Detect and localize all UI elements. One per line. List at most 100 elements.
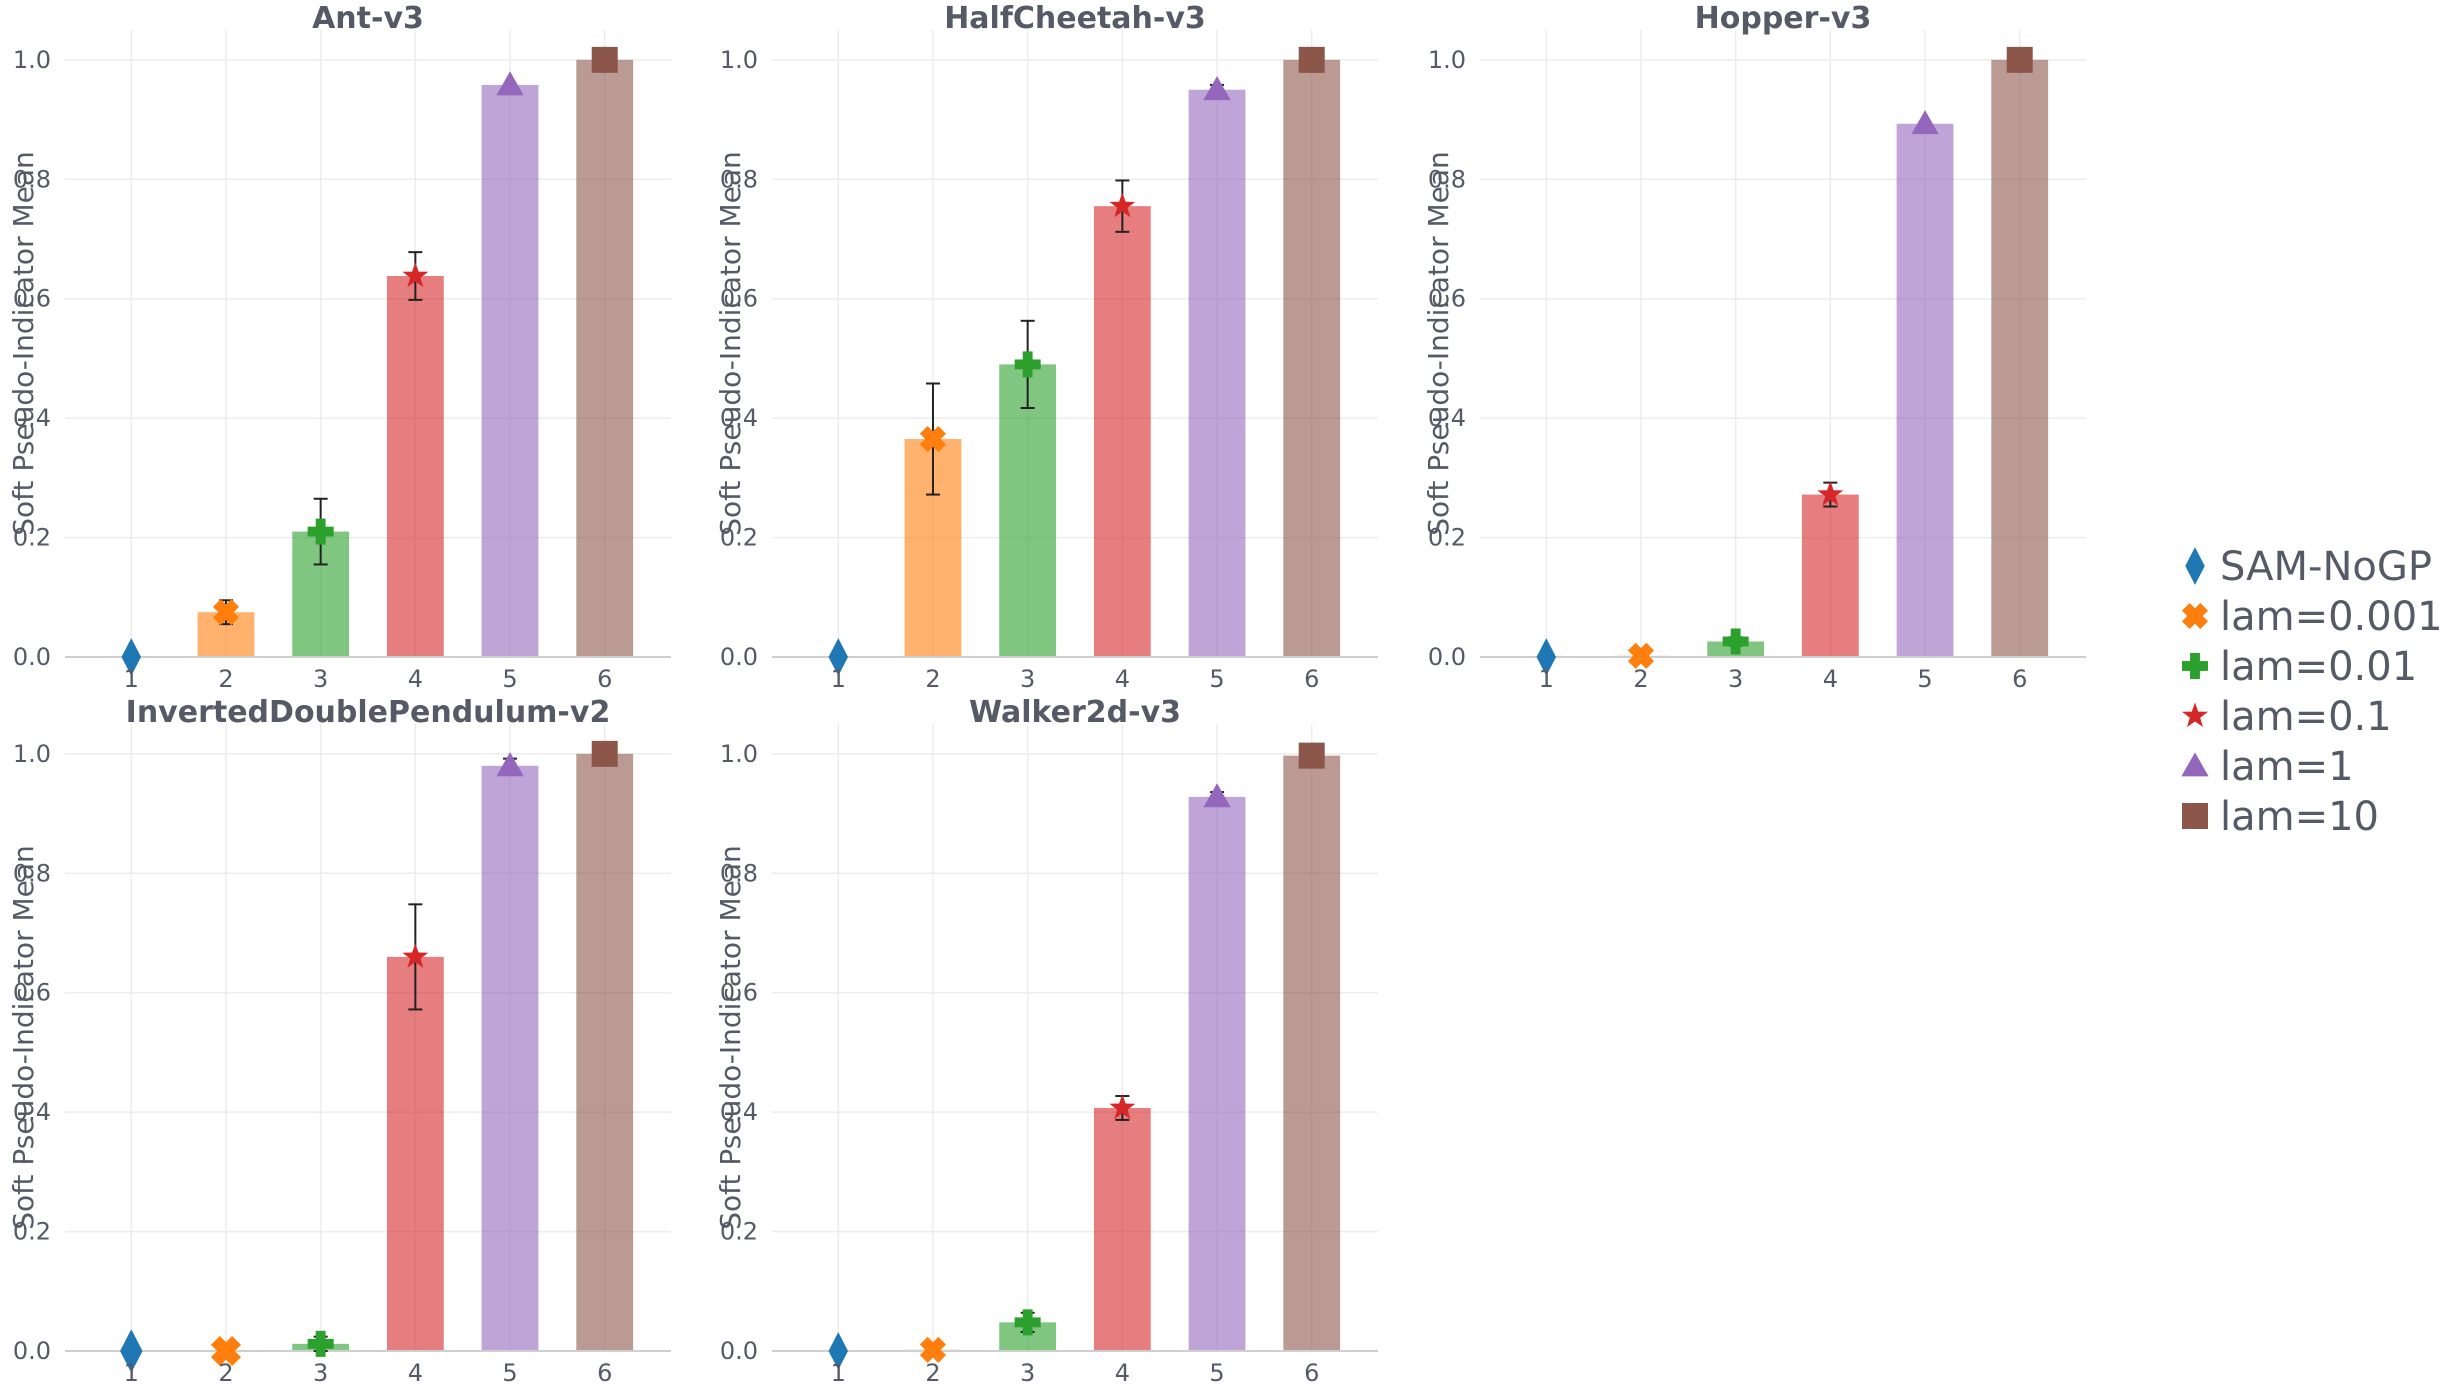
x-tick-label: 4: [1823, 665, 1838, 693]
y-tick-label: 0.6: [13, 285, 51, 313]
x-tick-label: 4: [408, 1359, 423, 1387]
marker-lam=0.1: [1109, 1094, 1136, 1119]
bar-lam=10: [1283, 59, 1341, 658]
marker-SAM-NoGP: [120, 1329, 143, 1373]
marker-lam=0.01: [307, 1330, 334, 1357]
y-axis-label: Soft Pseudo-Indicator Mean: [7, 151, 40, 536]
marker-lam=0.001: [1627, 642, 1655, 669]
x-tick-label: 5: [502, 1359, 517, 1387]
x-tick-label: 4: [1115, 1359, 1130, 1387]
bar-lam=0.1: [1801, 494, 1859, 657]
legend-item: lam=0.01: [2182, 644, 2417, 690]
x-tick-label: 5: [1209, 665, 1224, 693]
x-tick-label: 6: [1304, 1359, 1319, 1387]
marker-lam=10: [591, 740, 618, 767]
y-tick-label: 1.0: [13, 46, 51, 74]
x-tick-label: 6: [597, 665, 612, 693]
y-tick-label: 0.2: [720, 524, 758, 552]
x-tick-label: 1: [831, 1359, 846, 1387]
y-tick-label: 1.0: [1428, 46, 1466, 74]
y-tick-label: 0.0: [720, 1337, 758, 1365]
x-tick-label: 6: [2012, 665, 2027, 693]
y-axis-label: Soft Pseudo-Indicator Mean: [1422, 151, 1455, 536]
marker-lam=1: [496, 752, 524, 777]
y-tick-label: 1.0: [13, 740, 51, 768]
subplot-title: Hopper-v3: [1695, 1, 1872, 36]
y-tick-label: 0.4: [13, 404, 51, 432]
marker-lam=0.01: [307, 518, 334, 545]
y-tick-label: 0.4: [1428, 404, 1466, 432]
y-tick-label: 0.2: [13, 1218, 51, 1246]
marker-lam=0.1: [1109, 192, 1136, 218]
marker-SAM-NoGP: [121, 638, 142, 676]
y-tick-label: 0.6: [720, 979, 758, 1007]
bar-lam=10: [1283, 755, 1341, 1351]
legend-marker-lam=0.01: [2182, 653, 2208, 679]
legend-label: lam=1: [2220, 744, 2354, 790]
marker-lam=0.1: [402, 262, 429, 288]
y-tick-label: 1.0: [720, 46, 758, 74]
x-tick-label: 1: [124, 1359, 139, 1387]
marker-lam=1: [496, 71, 524, 96]
legend-item: SAM-NoGP: [2185, 544, 2432, 590]
bar-lam=1: [1188, 796, 1246, 1351]
legend-marker-lam=10: [2182, 803, 2208, 829]
y-tick-label: 0.8: [1428, 165, 1466, 193]
y-tick-label: 0.4: [13, 1098, 51, 1126]
marker-SAM-NoGP: [828, 638, 849, 676]
bar-lam=1: [481, 84, 539, 658]
marker-lam=0.1: [402, 943, 429, 968]
x-tick-label: 6: [597, 1359, 612, 1387]
bar-lam=0.1: [386, 276, 444, 657]
y-axis-label: Soft Pseudo-Indicator Mean: [714, 845, 747, 1230]
bar-lam=0.1: [386, 956, 444, 1351]
legend-marker-SAM-NoGP: [2185, 547, 2205, 585]
marker-lam=0.01: [1722, 628, 1749, 655]
x-tick-label: 2: [925, 1359, 940, 1387]
x-tick-label: 2: [1633, 665, 1648, 693]
x-tick-label: 4: [1115, 665, 1130, 693]
y-tick-label: 0.4: [720, 404, 758, 432]
bar-lam=1: [481, 765, 539, 1351]
marker-SAM-NoGP: [828, 1332, 849, 1370]
subplot-title: Ant-v3: [312, 1, 424, 36]
y-tick-label: 0.2: [1428, 524, 1466, 552]
x-tick-label: 3: [1020, 1359, 1035, 1387]
legend-label: SAM-NoGP: [2220, 544, 2432, 590]
x-tick-label: 2: [925, 665, 940, 693]
y-tick-label: 0.4: [720, 1098, 758, 1126]
marker-lam=0.001: [919, 1336, 947, 1363]
legend-label: lam=0.001: [2220, 594, 2443, 640]
x-tick-label: 1: [124, 665, 139, 693]
legend-marker-lam=0.1: [2182, 702, 2208, 727]
y-tick-label: 0.8: [13, 165, 51, 193]
y-tick-label: 0.8: [720, 165, 758, 193]
legend-marker-lam=1: [2181, 752, 2209, 777]
bar-lam=0.1: [1093, 206, 1151, 657]
bar-lam=0.01: [999, 364, 1057, 657]
y-axis-label: Soft Pseudo-Indicator Mean: [7, 845, 40, 1230]
x-tick-label: 1: [831, 665, 846, 693]
marker-SAM-NoGP: [1536, 638, 1557, 676]
marker-lam=0.1: [1817, 480, 1844, 506]
legend-item: lam=1: [2181, 744, 2354, 790]
bar-lam=10: [576, 753, 634, 1351]
bar-lam=1: [1188, 89, 1246, 657]
subplot-5: 0.0 0.2 0.4 0.6 0.8 1.0 1 2 3 4 5 6 Walker2d-v3 Soft …: [714, 695, 1378, 1387]
marker-lam=1: [1911, 110, 1939, 135]
marker-lam=0.001: [210, 1335, 242, 1367]
y-tick-label: 0.6: [720, 285, 758, 313]
marker-lam=10: [1298, 742, 1325, 769]
legend-item: lam=10: [2182, 794, 2379, 840]
x-tick-label: 3: [313, 1359, 328, 1387]
subplot-4: 0.0 0.2 0.4 0.6 0.8 1.0 1 2 3 4 5 6 InvertedDoublePe…: [7, 695, 671, 1387]
y-tick-label: 0.6: [13, 979, 51, 1007]
y-tick-label: 0.0: [1428, 643, 1466, 671]
x-tick-label: 5: [502, 665, 517, 693]
legend-label: lam=10: [2220, 794, 2379, 840]
x-tick-label: 3: [1020, 665, 1035, 693]
x-tick-label: 3: [1728, 665, 1743, 693]
y-tick-label: 0.2: [13, 524, 51, 552]
y-tick-label: 1.0: [720, 740, 758, 768]
y-tick-label: 0.6: [1428, 285, 1466, 313]
